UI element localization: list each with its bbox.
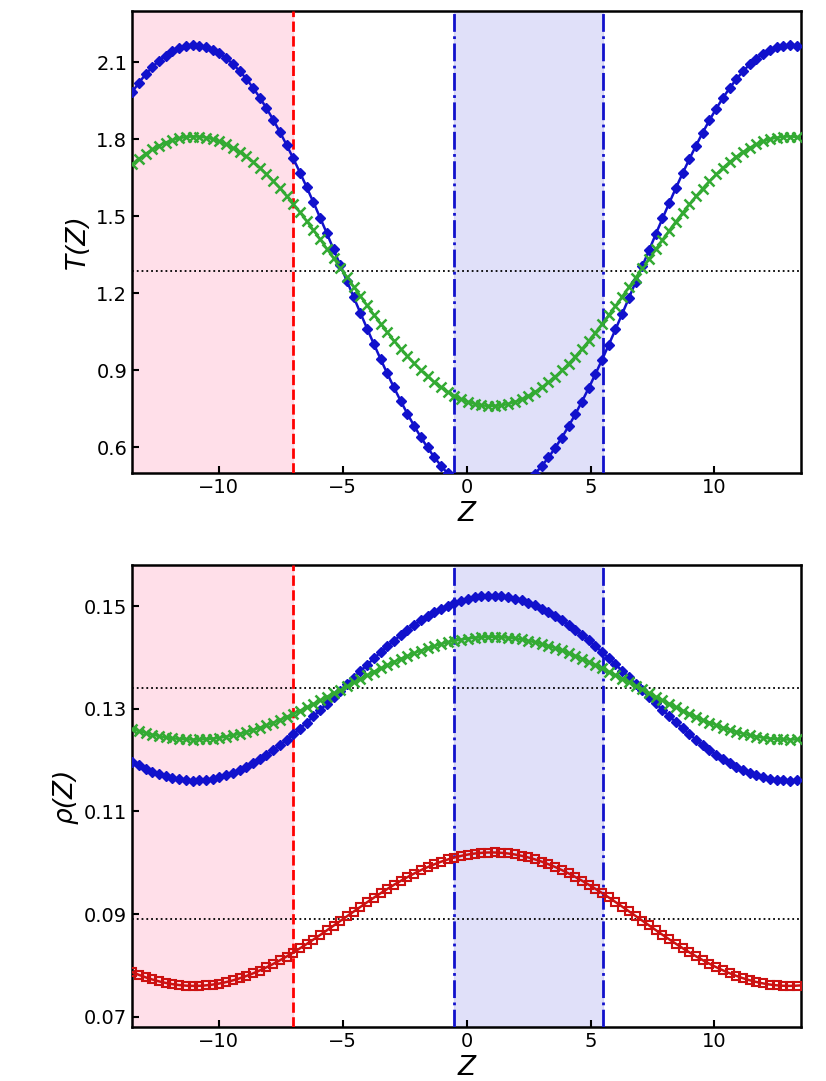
X-axis label: Z: Z [458,1055,476,1081]
X-axis label: Z: Z [458,501,476,526]
Bar [454,11,603,472]
Bar [132,565,293,1027]
Bar [454,565,603,1027]
Y-axis label: T(Z): T(Z) [64,214,91,269]
Bar [132,11,293,472]
Y-axis label: ρ(Z): ρ(Z) [52,769,78,824]
